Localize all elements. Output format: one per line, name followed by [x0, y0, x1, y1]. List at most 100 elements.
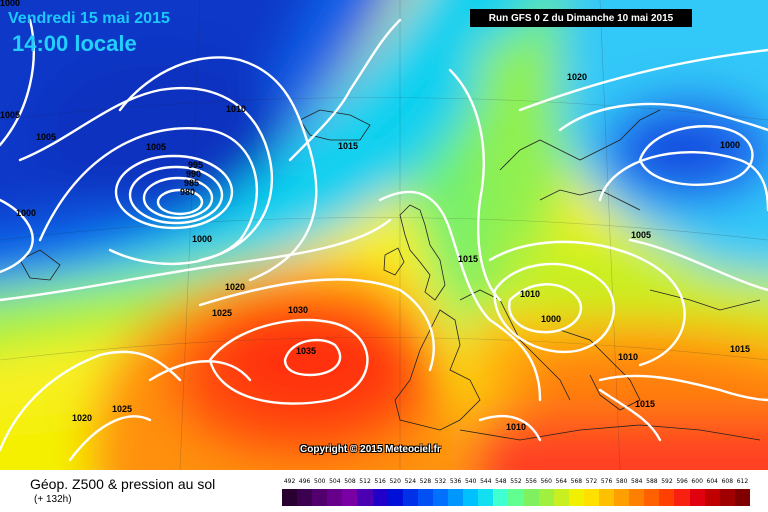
- isobar-1010-africa: [478, 414, 542, 442]
- isobar-1000-west: [0, 198, 34, 274]
- legend-label: 520: [389, 478, 401, 485]
- legend-swatch: [523, 489, 539, 506]
- legend-label: 568: [570, 478, 583, 485]
- legend-swatch: [402, 489, 418, 506]
- legend-swatch: [614, 489, 630, 506]
- legend-label: 492: [283, 478, 296, 485]
- isobar-label: 1020: [72, 413, 92, 423]
- legend-swatch: [448, 489, 464, 506]
- copyright-notice: Copyright © 2015 Meteociel.fr: [300, 444, 441, 455]
- isobar-1000-east: [638, 125, 754, 186]
- isobar-label: 1015: [338, 141, 358, 151]
- legend-swatch: [478, 489, 494, 506]
- isobar-label: 980: [180, 187, 195, 197]
- legend-label: 556: [525, 478, 537, 485]
- legend-label: 500: [314, 478, 326, 485]
- isobar-label: 1000: [541, 314, 561, 324]
- legend-label: 592: [661, 478, 673, 485]
- legend-swatch: [719, 489, 735, 506]
- legend-swatch: [689, 489, 705, 506]
- isobar-label: 1010: [506, 422, 526, 432]
- legend-swatch: [387, 489, 403, 506]
- isobar-1005-europe: [493, 262, 616, 354]
- isobar-1005-east: [598, 150, 768, 212]
- isobar-1015-se2: [598, 388, 662, 442]
- legend-swatch: [629, 489, 645, 506]
- color-legend: 492 496 500 504 508 512 516 520 524 528 532 536 540 5…: [282, 478, 750, 506]
- legend-label: 584: [631, 478, 643, 485]
- forecast-time: 14:00 locale: [12, 31, 137, 56]
- isobar-1000-europe: [508, 283, 582, 334]
- legend-swatch: [674, 489, 690, 506]
- isobar-label: 1005: [631, 230, 651, 240]
- legend-color-bar: [282, 489, 750, 506]
- legend-swatch: [312, 489, 328, 506]
- legend-label: 508: [344, 478, 356, 485]
- map-title: Géop. Z500 & pression au sol: [30, 476, 216, 492]
- legend-label: 608: [721, 478, 734, 485]
- legend-swatch: [598, 489, 615, 506]
- legend-swatch: [553, 489, 569, 506]
- isobar-label: 1010: [520, 289, 540, 299]
- legend-label: 560: [540, 478, 552, 485]
- legend-label: 580: [615, 478, 628, 485]
- legend-swatch: [538, 489, 554, 506]
- isobar-1020-mid: [448, 68, 502, 302]
- legend-swatch: [327, 489, 343, 506]
- legend-label: 588: [646, 478, 658, 485]
- isobar-label: 1025: [112, 404, 132, 414]
- isobar-label: 1035: [296, 346, 316, 356]
- isobar-1015-southeast: [598, 374, 768, 402]
- isobar-label: 1020: [567, 72, 587, 82]
- legend-label: 552: [510, 478, 522, 485]
- isobar-label: 1005: [36, 132, 56, 142]
- isobar-labels: 1005 1005 1005 1010 1015 1020 1000 1000 …: [0, 0, 750, 432]
- legend-label: 564: [555, 478, 568, 485]
- legend-label: 544: [480, 478, 492, 485]
- legend-swatch: [734, 489, 750, 506]
- legend-label: 600: [691, 478, 703, 485]
- legend-label: 536: [449, 478, 462, 485]
- legend-label: 496: [298, 478, 311, 485]
- legend-label: 540: [464, 478, 477, 485]
- legend-label: 512: [359, 478, 371, 485]
- weather-map: 1005 1005 1005 1010 1015 1020 1000 1000 …: [0, 0, 768, 470]
- isobar-995: [114, 154, 234, 230]
- isobar-label: 1005: [0, 110, 20, 120]
- legend-swatch: [493, 489, 509, 506]
- lat-lon-grid: [0, 0, 768, 470]
- isobar-label: 1010: [618, 352, 638, 362]
- legend-swatch: [704, 489, 720, 506]
- legend-swatch: [297, 489, 313, 506]
- isobar-label: 1020: [225, 282, 245, 292]
- legend-swatch: [417, 489, 433, 506]
- isobar-1015-east: [558, 102, 768, 132]
- isobar-label: 1000: [16, 208, 36, 218]
- isobar-1015-north: [288, 18, 402, 162]
- isobar-1010: [118, 56, 318, 282]
- isobar-label: 1015: [730, 344, 750, 354]
- legend-label: 516: [374, 478, 386, 485]
- legend-label: 532: [434, 478, 447, 485]
- isobar-985: [142, 176, 214, 220]
- isobar-label: 1025: [212, 308, 232, 318]
- legend-swatch: [568, 489, 584, 506]
- isobar-label: 1015: [635, 399, 655, 409]
- isobar-1015-mid: [378, 190, 542, 402]
- isobar-label: 995: [188, 160, 203, 170]
- legend-label: 524: [404, 478, 417, 485]
- isobar-1020-west: [0, 218, 392, 302]
- map-footer: Géop. Z500 & pression au sol (+ 132h) 49…: [0, 470, 768, 512]
- isobars: [0, 18, 768, 462]
- legend-swatch: [357, 489, 373, 506]
- isobar-1020-east: [518, 48, 768, 112]
- isobar-label: 1000: [0, 0, 20, 8]
- isobar-label: 990: [186, 169, 201, 179]
- isobar-label: 1000: [192, 234, 212, 244]
- forecast-offset: (+ 132h): [34, 494, 72, 505]
- isobar-990: [128, 165, 224, 225]
- legend-label: 528: [419, 478, 432, 485]
- isobar-1005: [0, 18, 274, 262]
- legend-label: 548: [495, 478, 507, 485]
- legend-label: 572: [585, 478, 598, 485]
